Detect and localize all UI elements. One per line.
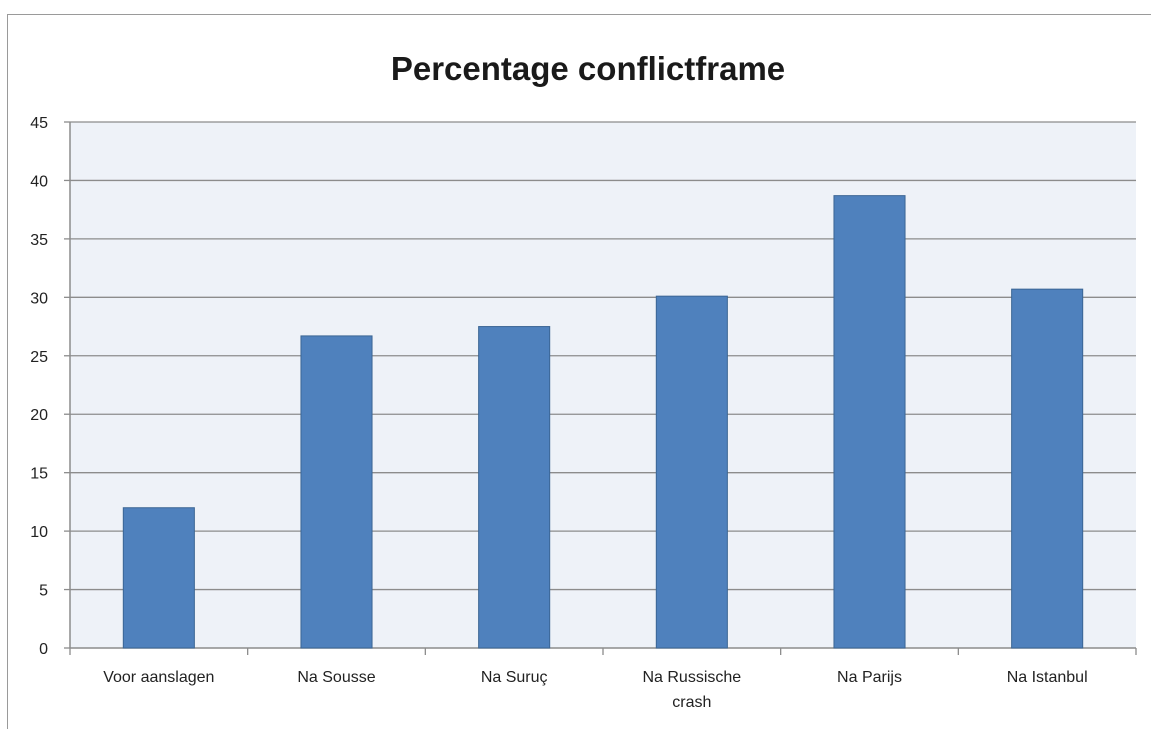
chart-title: Percentage conflictframe [391, 50, 785, 87]
y-tick-label: 15 [30, 466, 48, 483]
y-tick-label: 25 [30, 349, 48, 366]
bar [1011, 288, 1084, 649]
x-tick-label: Na Russische [642, 669, 741, 686]
x-tick-label: Voor aanslagen [103, 669, 214, 686]
bar [122, 507, 195, 649]
x-tick-label: crash [672, 694, 711, 711]
x-tick-label: Na Suruç [481, 669, 548, 686]
bar [833, 195, 906, 649]
y-tick-label: 5 [39, 583, 48, 600]
x-tick-label: Na Sousse [297, 669, 375, 686]
bar [300, 335, 373, 649]
y-tick-label: 10 [30, 524, 48, 541]
bar [478, 326, 551, 649]
y-tick-label: 35 [30, 232, 48, 249]
y-tick-label: 45 [30, 115, 48, 132]
plot-background [70, 122, 1136, 648]
x-tick-label: Na Istanbul [1007, 669, 1088, 686]
y-tick-label: 40 [30, 173, 48, 190]
y-tick-label: 30 [30, 290, 48, 307]
x-tick-label: Na Parijs [837, 669, 902, 686]
y-tick-label: 20 [30, 407, 48, 424]
y-tick-label: 0 [39, 641, 48, 658]
bar [655, 295, 728, 649]
plot-area: 0 5 10 15 20 25 30 35 40 45 Voor aanslagen Na Souss… [30, 115, 1137, 711]
